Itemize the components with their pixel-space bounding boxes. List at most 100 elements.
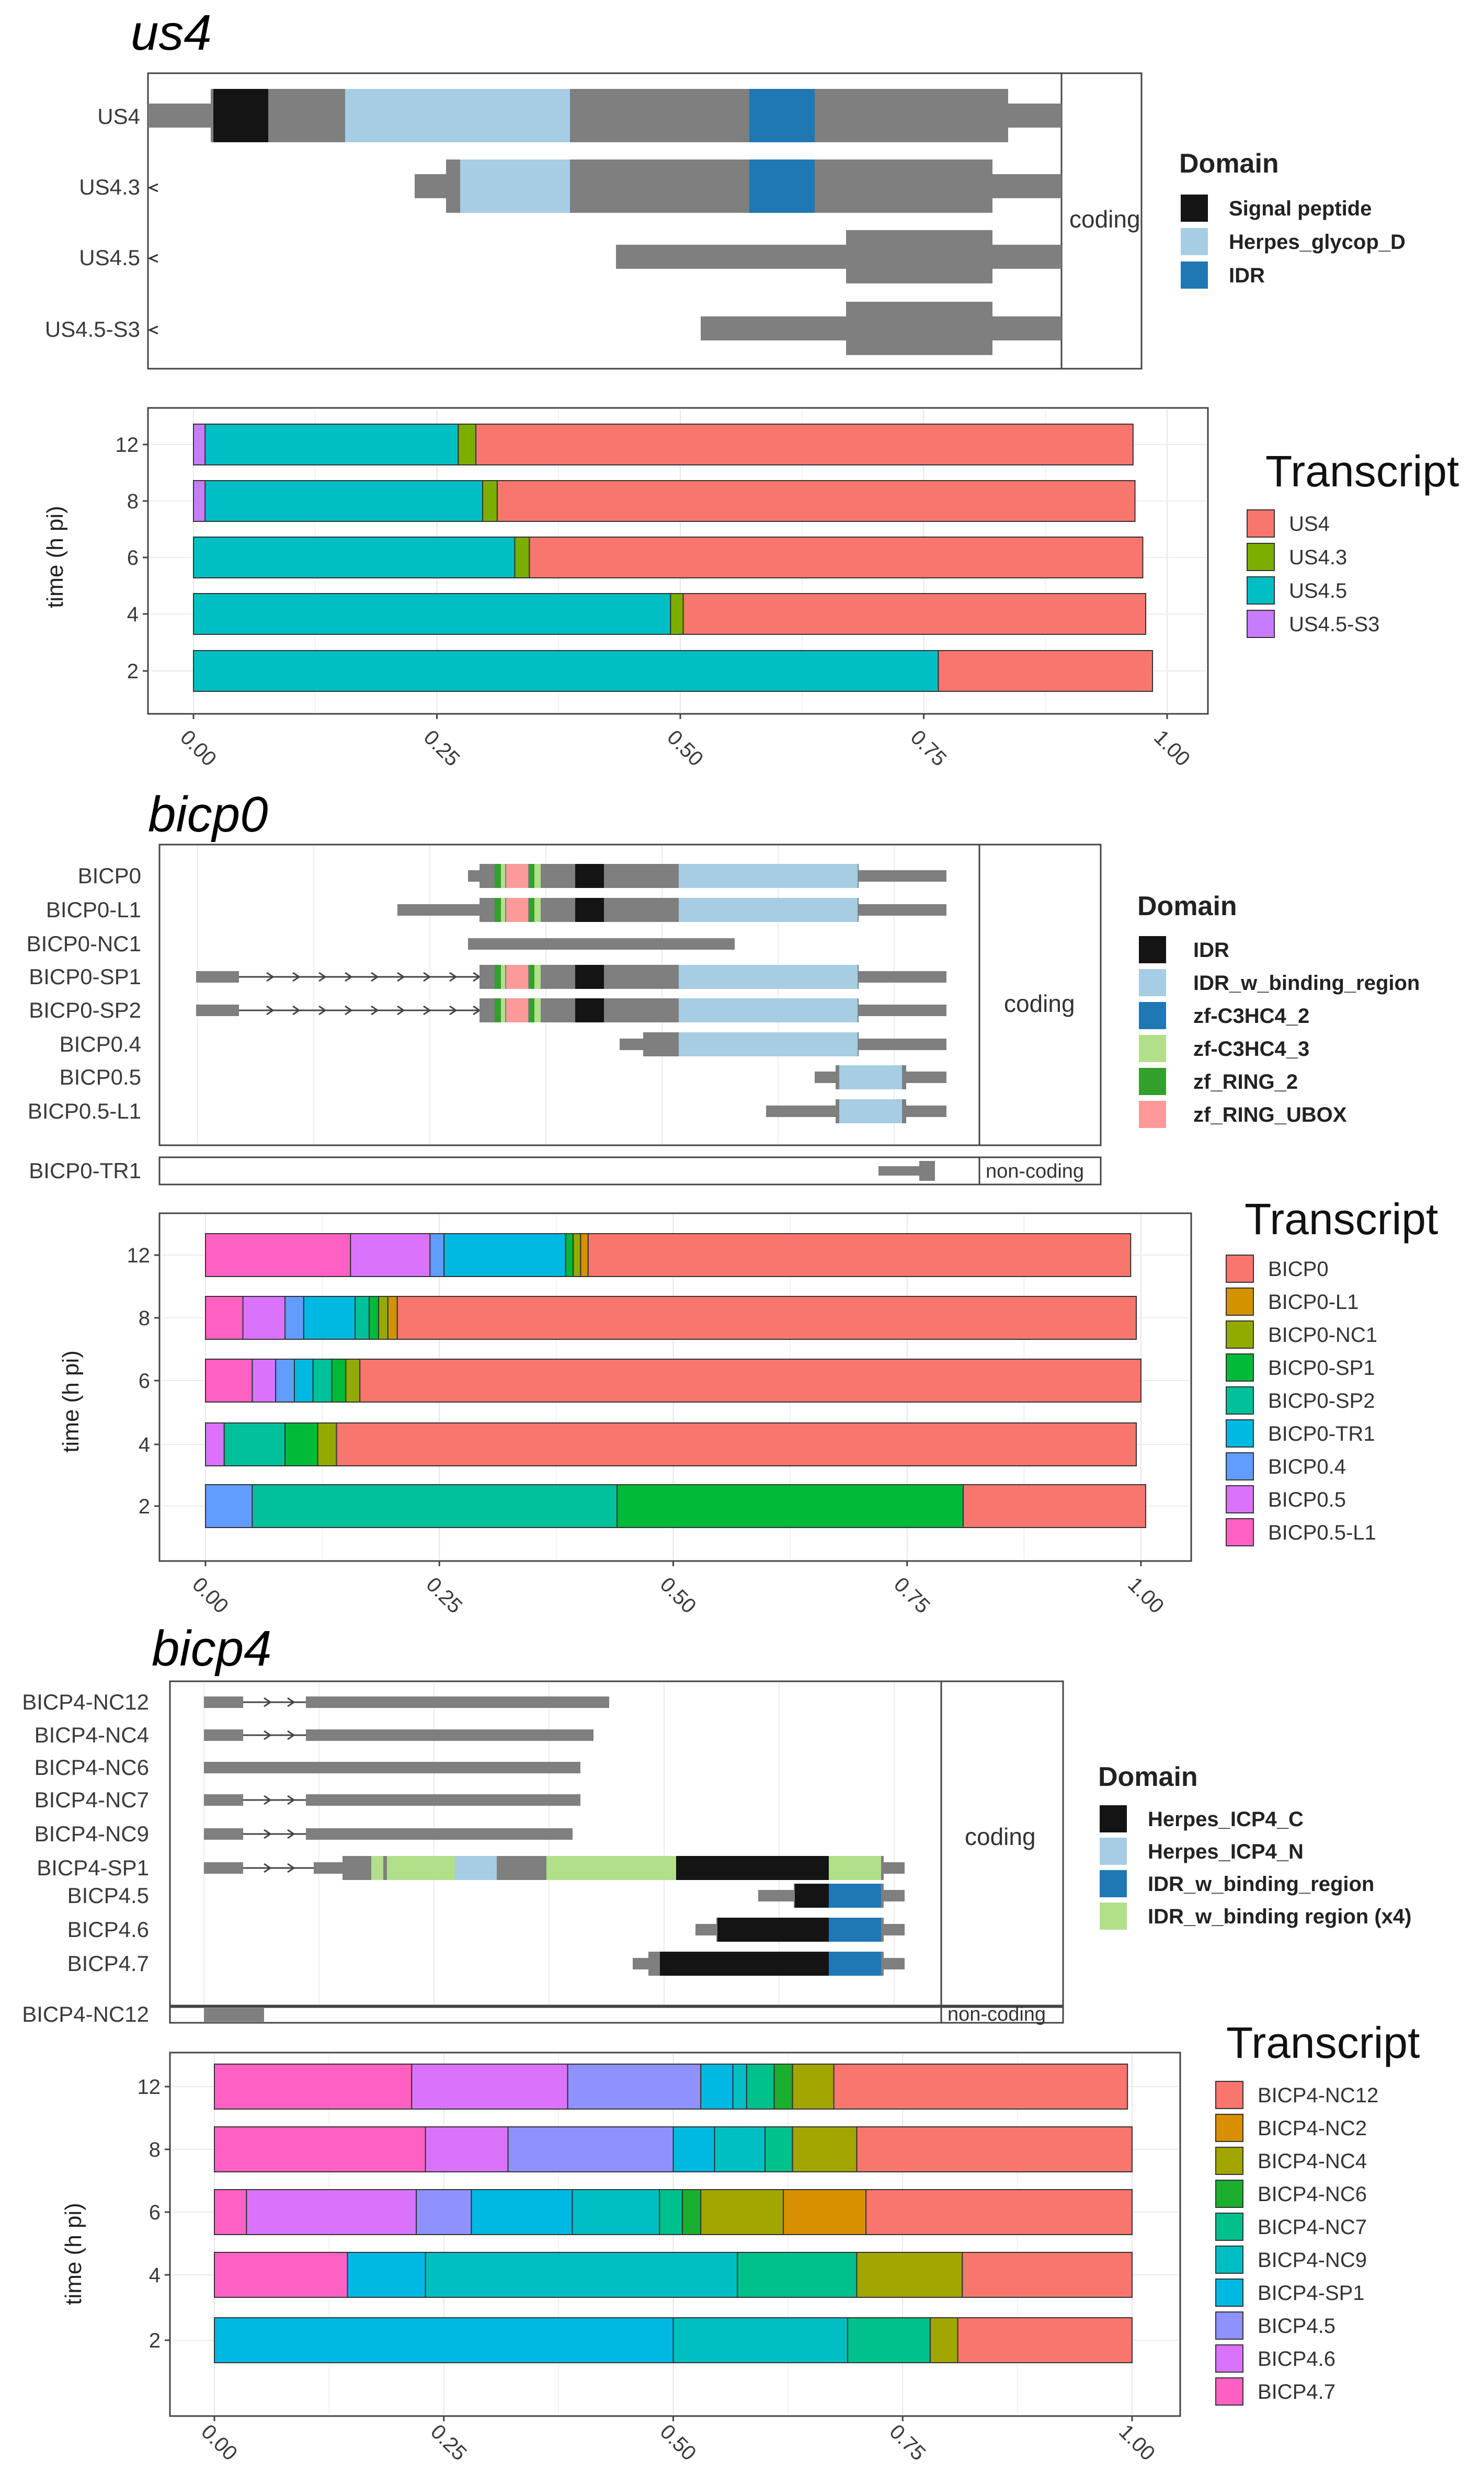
us4-domain-swatch-1 xyxy=(1181,228,1208,255)
us4-domain-swatch-2 xyxy=(1181,261,1208,289)
us4-domain-legend: Domain Signal peptide Herpes_glycop_D ID… xyxy=(1179,149,1406,289)
bicp0-label-4: BICP0-SP2 xyxy=(29,998,141,1022)
bar-us4-6h-US4.3 xyxy=(514,537,530,578)
bicp0-track-BICP0 xyxy=(468,864,946,888)
us4-label-3: US4.5-S3 xyxy=(45,317,140,341)
bicp4-noncoding-transcript-label: BICP4-NC12 xyxy=(22,2002,149,2026)
us4-domain-swatch-0 xyxy=(1181,195,1208,222)
bar-bicp4-8h-BICP4-SP1 xyxy=(672,2126,715,2172)
bar-bicp4-4h-BICP4-NC4 xyxy=(856,2252,963,2298)
bicp0-domain-swatch-5 xyxy=(1139,1101,1166,1128)
bicp4-structure-panel: coding xyxy=(22,1680,1064,2007)
bar-us4-8h-US4.3 xyxy=(482,480,498,522)
bar-bicp0-4h-BICP0 xyxy=(336,1422,1137,1466)
bicp4-noncoding-panel: non-coding BICP4-NC12 xyxy=(22,2002,1064,2026)
transcript-legend-title: Transcript xyxy=(1226,2018,1420,2067)
bicp4-track-BICP4-SP1 xyxy=(204,1856,905,1880)
bicp0-structure-panel: coding xyxy=(27,844,1102,1146)
transcript-legend-swatch xyxy=(1215,2081,1243,2109)
transcript-legend-label: BICP4.7 xyxy=(1258,2380,1335,2403)
transcript-legend-label: BICP0 xyxy=(1268,1258,1329,1281)
transcript-legend-swatch xyxy=(1247,509,1275,538)
us4-domain-label-2: IDR xyxy=(1229,264,1265,287)
bar-bicp0-8h-BICP0.4 xyxy=(284,1296,304,1340)
bicp4-label-5: BICP4-SP1 xyxy=(37,1855,149,1880)
transcript-legend-label: BICP0.5-L1 xyxy=(1268,1521,1376,1544)
transcript-legend-swatch xyxy=(1247,543,1275,571)
bicp0-label-3: BICP0-SP1 xyxy=(29,964,141,989)
bicp4-track-BICP4-NC6 xyxy=(204,1762,580,1773)
transcript-legend-swatch xyxy=(1226,1320,1254,1349)
transcript-legend-label: BICP4-NC12 xyxy=(1258,2084,1378,2107)
bicp4-domain-legend-title: Domain xyxy=(1098,1762,1198,1792)
bar-bicp4-12h-BICP4.7 xyxy=(214,2064,413,2110)
bar-us4-8h-US4 xyxy=(496,480,1136,522)
bicp0-domain-legend: Domain IDR IDR_w_binding_region zf-C3HC4… xyxy=(1137,891,1420,1128)
y-tick-label: 6 xyxy=(127,546,139,569)
bar-bicp0-4h-BICP0-SP2 xyxy=(223,1422,286,1466)
transcript-legend-swatch xyxy=(1215,2114,1243,2142)
y-tick-label: 6 xyxy=(139,1370,150,1393)
bar-bicp0-6h-BICP0.5 xyxy=(252,1359,277,1403)
us4-domain-label-0: Signal peptide xyxy=(1229,197,1372,220)
bar-bicp4-2h-BICP4-SP1 xyxy=(214,2317,674,2363)
bar-bicp0-4h-BICP0-NC1 xyxy=(317,1422,337,1466)
bar-bicp4-6h-BICP4.6 xyxy=(246,2189,417,2235)
bar-us4-4h-US4.5 xyxy=(193,593,671,635)
bar-us4-12h-US4 xyxy=(475,424,1134,465)
us4-track-US4.5 xyxy=(616,230,1061,283)
bar-bicp4-12h-BICP4-NC9 xyxy=(732,2064,747,2110)
bar-bicp0-6h-BICP0.5-L1 xyxy=(205,1359,253,1403)
gene-title-bicp4: bicp4 xyxy=(152,1621,272,1677)
bar-bicp4-8h-BICP4-NC12 xyxy=(856,2126,1133,2172)
bicp0-facet-label: coding xyxy=(1004,990,1075,1017)
bicp4-domain-label-1: Herpes_ICP4_N xyxy=(1148,1840,1304,1863)
bar-us4-6h-US4 xyxy=(529,537,1144,578)
bar-bicp0-2h-BICP0.4 xyxy=(205,1484,253,1528)
gene-title-bicp0: bicp0 xyxy=(148,787,268,842)
bar-bicp0-12h-BICP0.5-L1 xyxy=(205,1233,351,1277)
bicp4-domain-label-2: IDR_w_binding_region xyxy=(1148,1873,1374,1896)
bar-bicp4-6h-BICP4-SP1 xyxy=(471,2189,573,2235)
transcript-legend-label: US4.5-S3 xyxy=(1289,613,1379,636)
bicp0-domain-label-5: zf_RING_UBOX xyxy=(1193,1103,1347,1126)
transcript-legend-swatch xyxy=(1226,1485,1254,1513)
bar-bicp0-8h-BICP0-NC1 xyxy=(378,1296,389,1340)
transcript-legend-label: BICP0-SP2 xyxy=(1268,1389,1375,1412)
transcript-legend-swatch xyxy=(1215,2246,1243,2274)
bar-bicp0-6h-BICP0-SP2 xyxy=(312,1359,333,1403)
bicp4-track-BICP4-NC9 xyxy=(204,1828,573,1840)
bar-bicp4-2h-BICP4-NC4 xyxy=(929,2317,958,2363)
bar-bicp0-2h-BICP0 xyxy=(963,1484,1146,1528)
bicp0-domain-label-1: IDR_w_binding_region xyxy=(1193,972,1420,995)
bar-bicp0-8h-BICP0 xyxy=(396,1296,1137,1340)
us4-track-US4 xyxy=(148,89,1061,142)
bar-bicp4-6h-BICP4.5 xyxy=(416,2189,472,2235)
bar-bicp4-6h-BICP4-NC12 xyxy=(865,2189,1133,2235)
transcript-legend-swatch xyxy=(1215,2279,1243,2307)
transcript-legend-swatch xyxy=(1226,1288,1254,1316)
bicp4-track-BICP4-NC7 xyxy=(204,1794,580,1806)
gene-title-us4: us4 xyxy=(131,5,212,61)
bicp4-track-BICP4-NC4 xyxy=(204,1729,593,1741)
transcript-legend-label: BICP4-NC2 xyxy=(1258,2117,1367,2140)
bar-bicp4-12h-BICP4-SP1 xyxy=(700,2064,734,2110)
us4-facet-label: coding xyxy=(1069,206,1140,233)
bar-us4-6h-US4.5 xyxy=(193,537,516,578)
bicp0-track-BICP0.4 xyxy=(620,1032,946,1056)
y-tick-label: 4 xyxy=(139,1433,150,1456)
bicp4-label-4: BICP4-NC9 xyxy=(35,1821,149,1846)
transcript-legend-label: BICP4.6 xyxy=(1258,2348,1335,2371)
bicp4-domain-swatch-0 xyxy=(1100,1805,1127,1832)
transcript-legend-swatch xyxy=(1226,1386,1254,1415)
bar-bicp4-6h-BICP4-NC4 xyxy=(700,2189,784,2235)
y-tick-label: 8 xyxy=(149,2138,161,2161)
bar-bicp4-4h-BICP4.7 xyxy=(214,2252,348,2298)
bar-bicp4-8h-BICP4.5 xyxy=(507,2126,674,2172)
transcript-legend-swatch xyxy=(1215,2180,1243,2208)
bicp4-track-BICP4.7 xyxy=(633,1952,905,1976)
bicp0-label-5: BICP0.4 xyxy=(60,1032,141,1056)
bar-bicp4-6h-BICP4-NC9 xyxy=(572,2189,660,2235)
transcript-legend-label: BICP0-L1 xyxy=(1268,1291,1359,1314)
